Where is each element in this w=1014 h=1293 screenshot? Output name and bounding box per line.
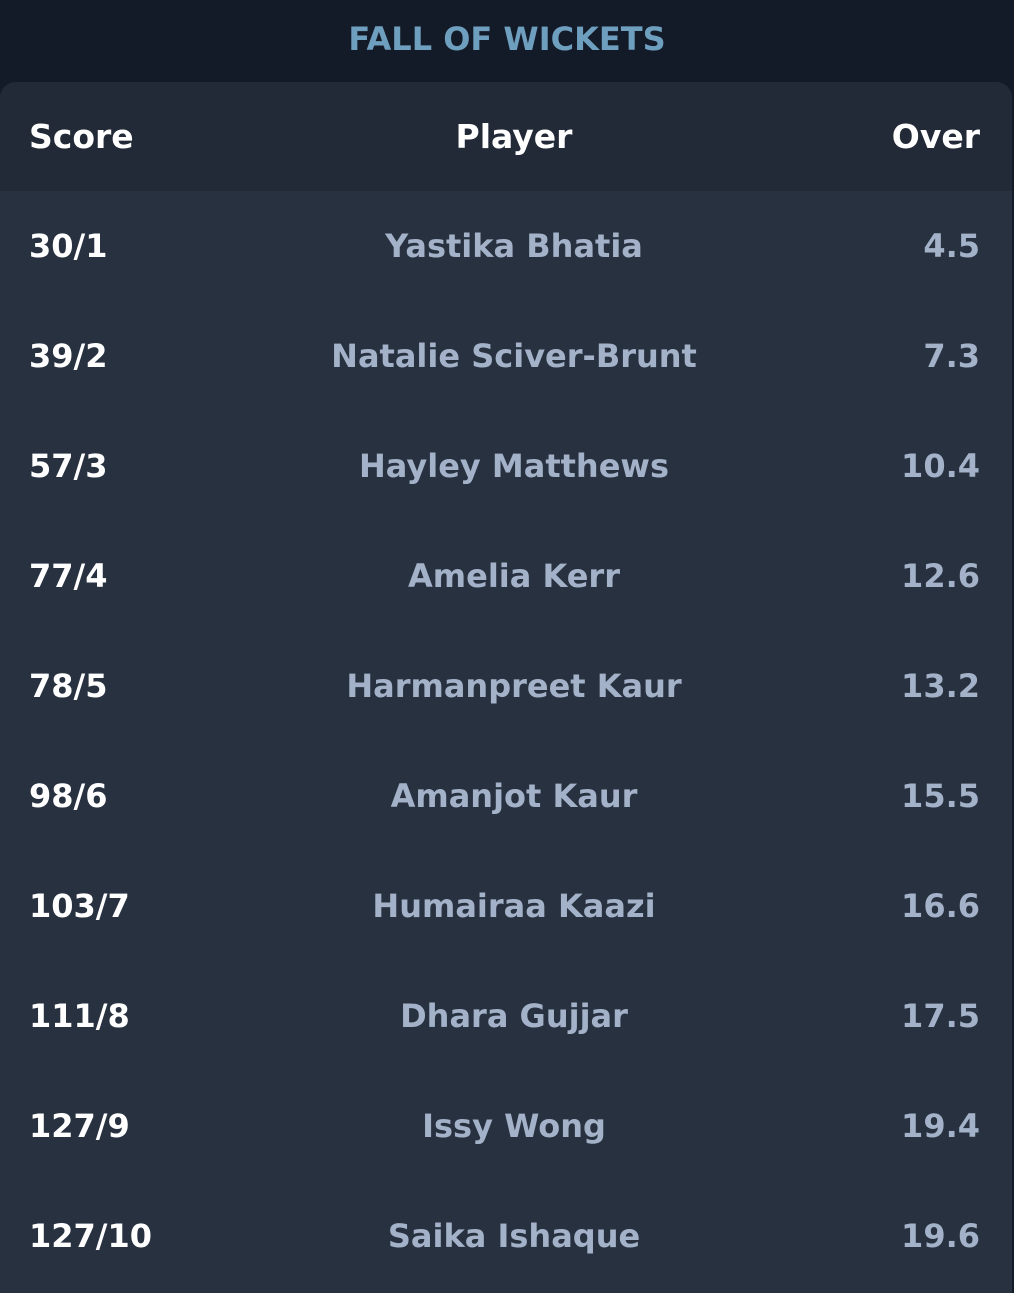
table-row: 103/7 Humairaa Kaazi 16.6 bbox=[0, 851, 1012, 961]
over-cell: 7.3 bbox=[923, 337, 980, 375]
table-row: 78/5 Harmanpreet Kaur 13.2 bbox=[0, 631, 1012, 741]
score-cell: 30/1 bbox=[29, 227, 108, 265]
score-cell: 78/5 bbox=[29, 667, 108, 705]
player-cell: Yastika Bhatia bbox=[385, 227, 643, 265]
over-cell: 17.5 bbox=[901, 997, 980, 1035]
player-cell: Amanjot Kaur bbox=[390, 777, 638, 815]
player-cell: Hayley Matthews bbox=[358, 447, 670, 485]
column-header-over: Over bbox=[891, 117, 980, 156]
over-cell: 16.6 bbox=[901, 887, 980, 925]
player-cell: Humairaa Kaazi bbox=[372, 887, 656, 925]
table-row: 57/3 Hayley Matthews 10.4 bbox=[0, 411, 1012, 521]
table-row: 77/4 Amelia Kerr 12.6 bbox=[0, 521, 1012, 631]
player-cell: Dhara Gujjar bbox=[400, 997, 628, 1035]
score-cell: 103/7 bbox=[29, 887, 130, 925]
over-cell: 13.2 bbox=[901, 667, 980, 705]
score-cell: 77/4 bbox=[29, 557, 108, 595]
section-title: FALL OF WICKETS bbox=[348, 20, 666, 58]
over-cell: 19.6 bbox=[901, 1217, 980, 1255]
table-row: 39/2 Natalie Sciver-Brunt 7.3 bbox=[0, 301, 1012, 411]
over-cell: 12.6 bbox=[901, 557, 980, 595]
table-row: 111/8 Dhara Gujjar 17.5 bbox=[0, 961, 1012, 1071]
player-cell: Harmanpreet Kaur bbox=[346, 667, 682, 705]
table-row: 127/9 Issy Wong 19.4 bbox=[0, 1071, 1012, 1181]
over-cell: 4.5 bbox=[923, 227, 980, 265]
player-cell: Issy Wong bbox=[422, 1107, 606, 1145]
score-cell: 111/8 bbox=[29, 997, 130, 1035]
fall-of-wickets-table: Score Player Over 30/1 Yastika Bhatia 4.… bbox=[0, 82, 1012, 1293]
table-header: Score Player Over bbox=[0, 82, 1012, 191]
score-cell: 127/9 bbox=[29, 1107, 130, 1145]
column-header-score: Score bbox=[29, 117, 134, 156]
table-row: 98/6 Amanjot Kaur 15.5 bbox=[0, 741, 1012, 851]
table-row: 30/1 Yastika Bhatia 4.5 bbox=[0, 191, 1012, 301]
player-cell: Amelia Kerr bbox=[408, 557, 620, 595]
score-cell: 127/10 bbox=[29, 1217, 153, 1255]
over-cell: 19.4 bbox=[901, 1107, 980, 1145]
score-cell: 39/2 bbox=[29, 337, 108, 375]
over-cell: 10.4 bbox=[901, 447, 980, 485]
column-header-player: Player bbox=[455, 117, 573, 156]
over-cell: 15.5 bbox=[901, 777, 980, 815]
table-row: 127/10 Saika Ishaque 19.6 bbox=[0, 1181, 1012, 1291]
score-cell: 98/6 bbox=[29, 777, 108, 815]
player-cell: Saika Ishaque bbox=[387, 1217, 641, 1255]
score-cell: 57/3 bbox=[29, 447, 108, 485]
player-cell: Natalie Sciver-Brunt bbox=[331, 337, 697, 375]
